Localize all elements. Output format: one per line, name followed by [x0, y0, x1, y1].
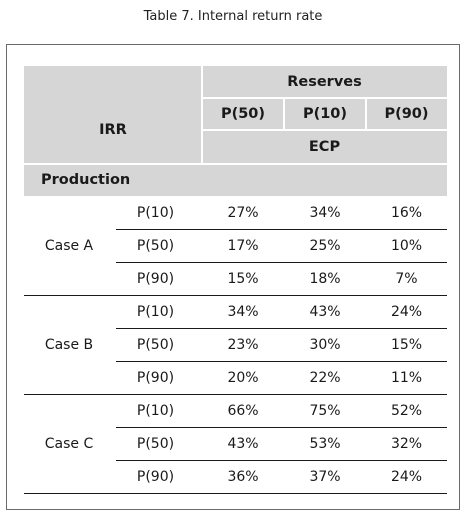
- irr-value: 43%: [309, 303, 341, 320]
- irr-value: 37%: [309, 468, 341, 485]
- irr-value: 75%: [309, 402, 341, 419]
- case-divider: [24, 295, 447, 296]
- irr-value: 22%: [309, 369, 341, 386]
- table-caption: Table 7. Internal return rate: [143, 9, 323, 24]
- irr-value: 15%: [390, 336, 423, 353]
- irr-value: 34%: [227, 303, 259, 320]
- irr-value: 36%: [227, 468, 259, 485]
- production-label: P(50): [136, 336, 175, 353]
- ecp-header: ECP: [202, 130, 447, 164]
- production-label: P(90): [136, 369, 175, 386]
- irr-value: 53%: [309, 435, 341, 452]
- irr-value: 18%: [309, 270, 341, 287]
- irr-value: 17%: [227, 237, 259, 254]
- production-label: P(10): [136, 303, 175, 320]
- irr-value: 16%: [390, 204, 423, 221]
- row-divider: [116, 262, 447, 263]
- case-label: Case A: [44, 237, 94, 254]
- case-label: Case B: [44, 336, 94, 353]
- irr-value: 24%: [390, 303, 423, 320]
- row-divider: [116, 229, 447, 230]
- case-divider: [24, 394, 447, 395]
- row-divider: [116, 361, 447, 362]
- production-label: P(50): [136, 435, 175, 452]
- irr-value: 24%: [390, 468, 423, 485]
- irr-value: 66%: [227, 402, 259, 419]
- irr-value: 30%: [309, 336, 341, 353]
- reserve-col-header: P(90): [366, 98, 447, 130]
- case-divider: [24, 493, 447, 494]
- table-frame: IRR Reserves P(50) P(10) P(90) ECP Produ…: [6, 44, 460, 510]
- irr-value: 34%: [309, 204, 341, 221]
- row-divider: [116, 328, 447, 329]
- irr-value: 15%: [227, 270, 259, 287]
- irr-value: 23%: [227, 336, 259, 353]
- reserve-col-header: P(10): [284, 98, 366, 130]
- production-label: P(10): [136, 204, 175, 221]
- irr-value: 7%: [395, 270, 418, 287]
- production-label: P(90): [136, 270, 175, 287]
- production-label: P(50): [136, 237, 175, 254]
- reserve-col-header: P(50): [202, 98, 284, 130]
- reserves-header: Reserves: [202, 66, 447, 98]
- irr-value: 10%: [390, 237, 423, 254]
- irr-value: 11%: [390, 369, 423, 386]
- irr-value: 25%: [309, 237, 341, 254]
- irr-value: 52%: [390, 402, 423, 419]
- irr-value: 20%: [227, 369, 259, 386]
- production-label: P(90): [136, 468, 175, 485]
- row-divider: [116, 460, 447, 461]
- production-section-header: Production: [24, 164, 447, 196]
- row-divider: [116, 427, 447, 428]
- irr-value: 43%: [227, 435, 259, 452]
- case-label: Case C: [44, 435, 94, 452]
- irr-value: 27%: [227, 204, 259, 221]
- irr-value: 32%: [390, 435, 423, 452]
- production-label: P(10): [136, 402, 175, 419]
